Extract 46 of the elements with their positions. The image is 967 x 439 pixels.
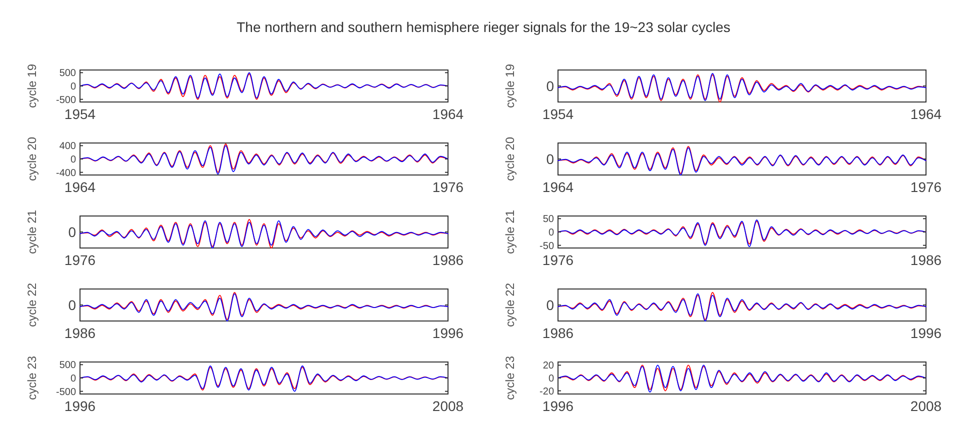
x-tick-label: 2008 — [432, 398, 464, 414]
y-tick-label: 50 — [542, 214, 554, 226]
x-tick-label: 1996 — [64, 398, 96, 414]
y-axis-title: cycle 20 — [25, 136, 39, 182]
x-tick-label: 1986 — [432, 252, 464, 268]
x-tick-label: 1954 — [64, 106, 96, 122]
y-axis-title: cycle 20 — [503, 136, 517, 182]
x-tick-label: 1964 — [910, 106, 942, 122]
x-tick-label: 1976 — [542, 252, 574, 268]
y-tick-label: -400 — [56, 168, 76, 179]
x-tick-label: 1964 — [432, 106, 464, 122]
y-axis-title: cycle 22 — [25, 282, 39, 328]
x-tick-label: 1996 — [910, 325, 942, 341]
x-tick-label: 1954 — [542, 106, 574, 122]
y-axis-title: cycle 23 — [25, 356, 39, 400]
x-tick-label: 1996 — [432, 325, 464, 341]
y-tick-label: -500 — [56, 386, 76, 398]
y-axis-title: cycle 19 — [25, 64, 39, 108]
x-tick-label: 1986 — [542, 325, 574, 341]
y-tick-label: 0 — [548, 228, 554, 238]
y-tick-label: 500 — [59, 360, 76, 372]
x-tick-label: 1976 — [432, 179, 464, 195]
x-tick-label: 1986 — [910, 252, 942, 268]
y-tick-label: -500 — [56, 94, 76, 106]
x-tick-label: 1964 — [542, 179, 574, 195]
text: The northern and southern hemisphere rieger signals for the 19~23 solar cycles — [236, 19, 730, 35]
y-axis-title: cycle 23 — [503, 356, 517, 400]
x-tick-label: 2008 — [910, 398, 942, 414]
y-axis-title: cycle 22 — [503, 282, 517, 328]
y-tick-label: 0 — [70, 82, 76, 92]
x-tick-label: 1976 — [64, 252, 96, 268]
y-tick-label: 20 — [542, 360, 554, 372]
y-tick-label: 0 — [70, 154, 76, 166]
y-tick-label: 0 — [548, 374, 554, 384]
y-tick-label: 500 — [59, 68, 76, 80]
x-tick-label: 1996 — [542, 398, 574, 414]
x-tick-label: 1976 — [910, 179, 942, 195]
y-tick-label: 0 — [70, 374, 76, 384]
y-tick-label: -20 — [540, 386, 554, 398]
x-tick-label: 1964 — [64, 179, 96, 195]
y-axis-title: cycle 21 — [503, 210, 517, 254]
y-tick-label: -50 — [540, 240, 554, 252]
x-tick-label: 1986 — [64, 325, 96, 341]
y-axis-title: cycle 19 — [503, 64, 517, 108]
y-tick-label: 400 — [59, 141, 76, 152]
y-axis-title: cycle 21 — [25, 210, 39, 254]
